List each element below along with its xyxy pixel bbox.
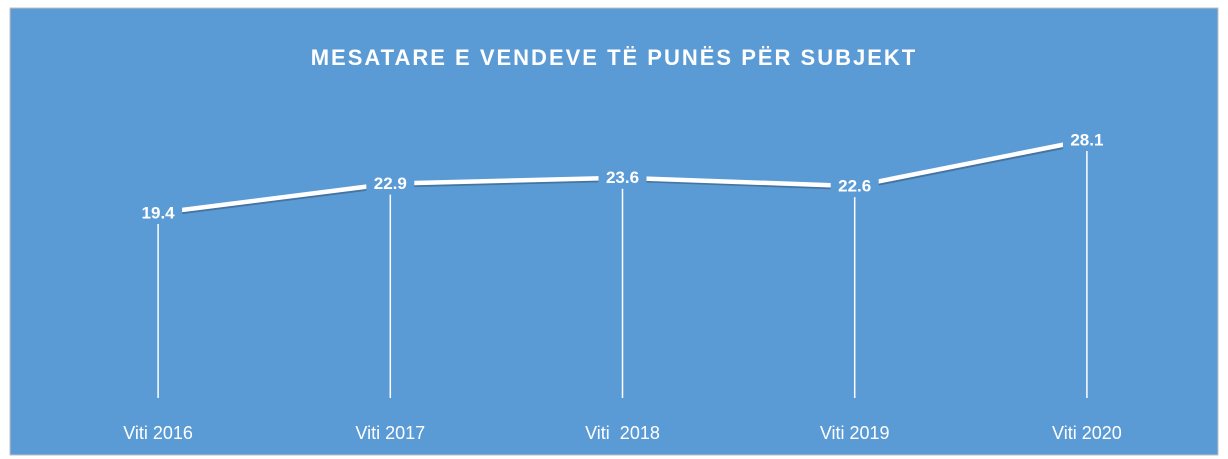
x-tick-label: Viti 2019 — [820, 423, 890, 443]
label-bg — [830, 175, 879, 198]
data-label: 28.1 — [1070, 130, 1103, 149]
label-bg — [134, 202, 183, 224]
label-bg — [1062, 129, 1111, 151]
chart-background — [9, 7, 1219, 456]
x-tick-label: Viti 2016 — [123, 423, 193, 443]
chart-title: MESATARE E VENDEVE TË PUNËS PËR SUBJEKT — [311, 45, 918, 70]
data-label: 23.6 — [606, 168, 639, 187]
label-bg — [366, 172, 415, 195]
data-label: 22.9 — [374, 174, 407, 193]
x-tick-label: Viti 2017 — [355, 423, 425, 443]
data-label: 22.6 — [838, 177, 871, 196]
label-bg — [598, 166, 647, 189]
x-tick-label: Viti 2020 — [1052, 423, 1122, 443]
data-label: 19.4 — [142, 203, 176, 222]
x-tick-label: Viti 2018 — [585, 423, 660, 443]
